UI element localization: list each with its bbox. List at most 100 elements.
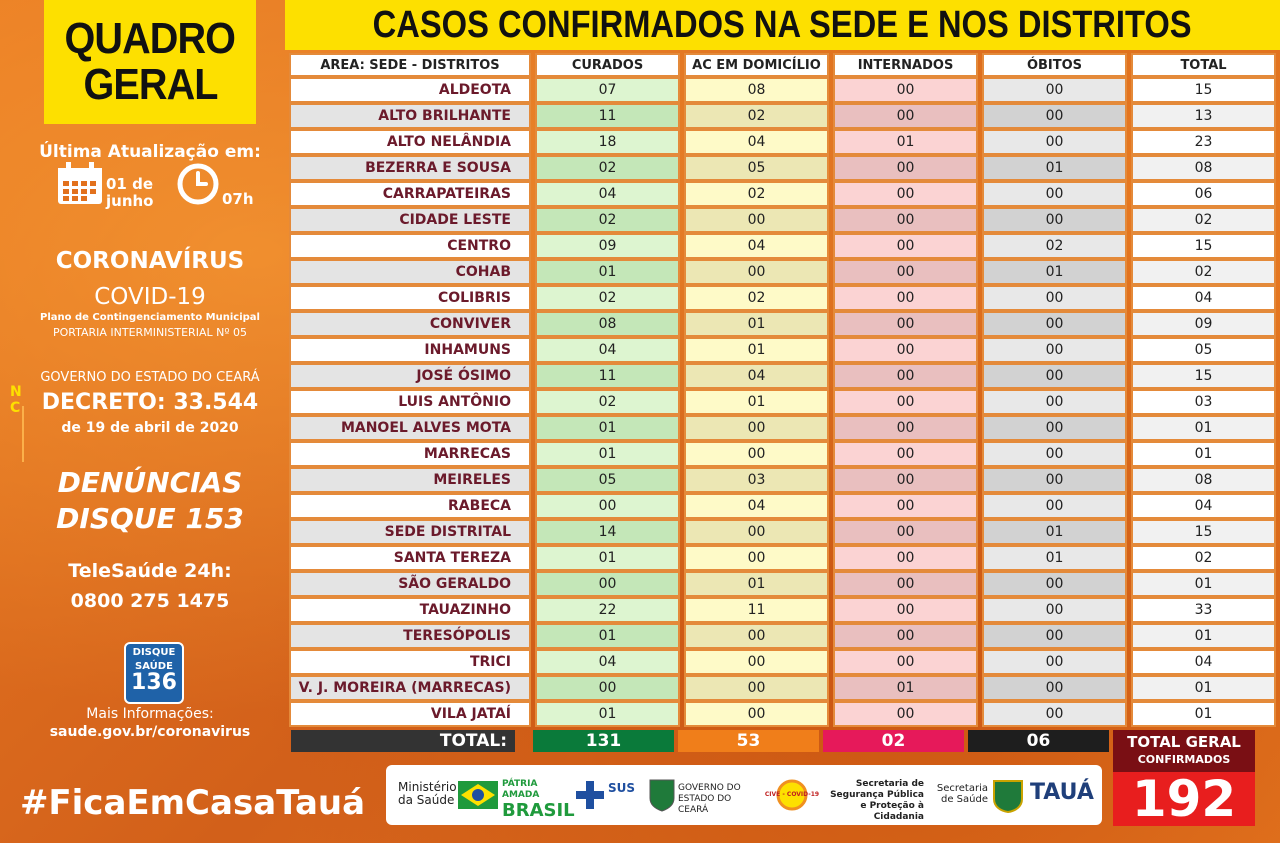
- cell-area: LUIS ANTÔNIO: [289, 389, 531, 415]
- disque-badge-number: 136: [131, 670, 177, 695]
- cell-internados: 00: [833, 493, 978, 519]
- header-area: AREA: SEDE - DISTRITOS: [289, 53, 531, 77]
- table-row: RABECA 00 04 00 00 04: [289, 493, 1276, 519]
- governo-ceara-logo: GOVERNO DO ESTADO DO CEARÁ: [678, 783, 741, 815]
- cell-total: 04: [1131, 649, 1276, 675]
- cell-curados: 01: [535, 441, 680, 467]
- cell-obitos: 00: [982, 363, 1127, 389]
- cell-ac-domicilio: 02: [684, 103, 829, 129]
- cell-curados: 04: [535, 181, 680, 207]
- patria-line-2: BRASIL: [502, 800, 575, 821]
- cell-ac-domicilio: 04: [684, 363, 829, 389]
- table-row: LUIS ANTÔNIO 02 01 00 00 03: [289, 389, 1276, 415]
- cell-total: 02: [1131, 259, 1276, 285]
- cell-ac-domicilio: 01: [684, 337, 829, 363]
- cell-ac-domicilio: 00: [684, 441, 829, 467]
- cell-area: COLIBRIS: [289, 285, 531, 311]
- cell-area: CIDADE LESTE: [289, 207, 531, 233]
- cell-curados: 01: [535, 415, 680, 441]
- cell-ac-domicilio: 00: [684, 623, 829, 649]
- coronavirus-heading: CORONAVÍRUS: [55, 248, 245, 274]
- cell-internados: 00: [833, 649, 978, 675]
- portaria-text: PORTARIA INTERMINISTERIAL Nº 05: [52, 326, 248, 339]
- cell-total: 09: [1131, 311, 1276, 337]
- table-row: CONVIVER 08 01 00 00 09: [289, 311, 1276, 337]
- sus-logo: SUS: [608, 781, 636, 795]
- cell-curados: 04: [535, 649, 680, 675]
- governo-text: GOVERNO DO ESTADO DO CEARÁ: [40, 370, 260, 385]
- cell-curados: 00: [535, 571, 680, 597]
- table-row: MANOEL ALVES MOTA 01 00 00 00 01: [289, 415, 1276, 441]
- nic-logo-icon: N C: [10, 384, 24, 462]
- table-row: JOSÉ ÓSIMO 11 04 00 00 15: [289, 363, 1276, 389]
- cell-area: INHAMUNS: [289, 337, 531, 363]
- cell-obitos: 00: [982, 493, 1127, 519]
- cell-curados: 05: [535, 467, 680, 493]
- cell-internados: 00: [833, 259, 978, 285]
- cell-curados: 07: [535, 77, 680, 103]
- cell-total: 15: [1131, 519, 1276, 545]
- cases-table: AREA: SEDE - DISTRITOS CURADOS AC EM DOM…: [289, 53, 1276, 727]
- disque-badge-mid: SAÚDE: [135, 661, 173, 672]
- geral-label: GERAL: [82, 60, 218, 109]
- denuncias-text: DENÚNCIAS: [57, 466, 243, 499]
- total-curados: 131: [533, 730, 674, 752]
- table-row: ALTO NELÂNDIA 18 04 01 00 23: [289, 129, 1276, 155]
- cell-internados: 00: [833, 103, 978, 129]
- cell-obitos: 00: [982, 337, 1127, 363]
- cell-total: 02: [1131, 207, 1276, 233]
- ceara-shield-icon: [649, 779, 675, 812]
- cell-curados: 00: [535, 493, 680, 519]
- page-title-text: CASOS CONFIRMADOS NA SEDE E NOS DISTRITO…: [373, 3, 1192, 46]
- info-site-link[interactable]: saude.gov.br/coronavirus: [49, 724, 251, 740]
- sponsor-logos: Ministério da Saúde PÁTRIA AMADA BRASIL …: [386, 765, 1102, 825]
- cell-curados: 22: [535, 597, 680, 623]
- hashtag-text: #FicaEmCasaTauá: [19, 783, 366, 823]
- cell-obitos: 02: [982, 233, 1127, 259]
- cell-curados: 11: [535, 363, 680, 389]
- calendar-icon: [58, 162, 102, 204]
- date-line-2: junho: [106, 192, 154, 210]
- header-ac-domicilio: AC EM DOMICÍLIO: [684, 53, 829, 77]
- cell-area: MEIRELES: [289, 467, 531, 493]
- cell-area: CONVIVER: [289, 311, 531, 337]
- cell-internados: 00: [833, 623, 978, 649]
- cell-internados: 00: [833, 311, 978, 337]
- total-obitos: 06: [968, 730, 1109, 752]
- cell-internados: 00: [833, 415, 978, 441]
- cell-ac-domicilio: 08: [684, 77, 829, 103]
- table-row: MEIRELES 05 03 00 00 08: [289, 467, 1276, 493]
- taua-logo: TAUÁ: [1030, 780, 1094, 805]
- cell-obitos: 00: [982, 623, 1127, 649]
- cell-ac-domicilio: 00: [684, 207, 829, 233]
- cell-total: 03: [1131, 389, 1276, 415]
- cell-curados: 01: [535, 545, 680, 571]
- update-date: 01 de junho: [106, 176, 153, 210]
- cell-curados: 11: [535, 103, 680, 129]
- plano-text: Plano de Contingenciamento Municipal: [40, 312, 260, 323]
- cell-obitos: 00: [982, 597, 1127, 623]
- total-label: TOTAL:: [291, 730, 515, 752]
- table-row: SEDE DISTRITAL 14 00 00 01 15: [289, 519, 1276, 545]
- svg-text:N: N: [10, 384, 22, 400]
- table-row: TAUAZINHO 22 11 00 00 33: [289, 597, 1276, 623]
- telesaude-phone: 0800 275 1475: [70, 590, 230, 612]
- cell-internados: 00: [833, 155, 978, 181]
- cell-curados: 08: [535, 311, 680, 337]
- cell-obitos: 00: [982, 77, 1127, 103]
- table-row: COLIBRIS 02 02 00 00 04: [289, 285, 1276, 311]
- quadro-label: QUADRO: [64, 14, 237, 63]
- cell-total: 01: [1131, 701, 1276, 727]
- cell-ac-domicilio: 00: [684, 675, 829, 701]
- cell-curados: 01: [535, 623, 680, 649]
- cell-curados: 00: [535, 675, 680, 701]
- table-row: SANTA TEREZA 01 00 00 01 02: [289, 545, 1276, 571]
- cell-curados: 04: [535, 337, 680, 363]
- cell-total: 13: [1131, 103, 1276, 129]
- quadro-geral-badge: QUADRO GERAL: [44, 0, 256, 124]
- header-total: TOTAL: [1131, 53, 1276, 77]
- cell-internados: 00: [833, 207, 978, 233]
- mais-info-label: Mais Informações:: [86, 706, 214, 722]
- cell-area: CENTRO: [289, 233, 531, 259]
- table-body: ALDEOTA 07 08 00 00 15 ALTO BRILHANTE 11 02 00 00 1…: [289, 77, 1276, 727]
